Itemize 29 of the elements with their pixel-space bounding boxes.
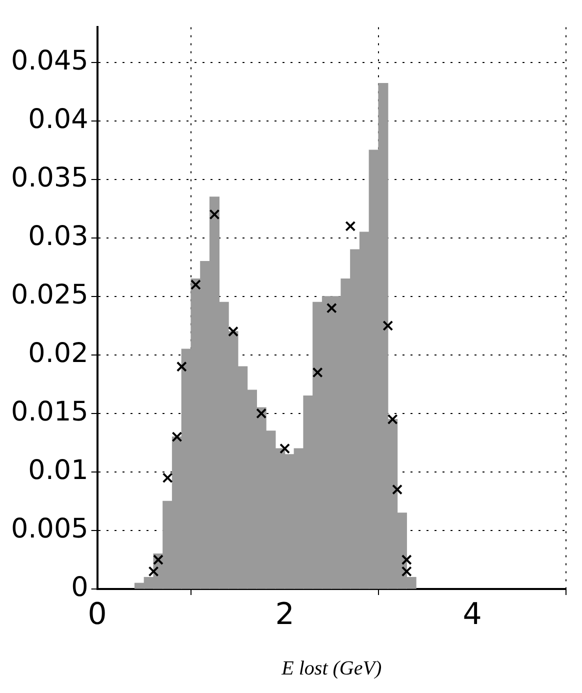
point	[209, 209, 220, 220]
point	[382, 320, 394, 331]
point	[256, 408, 267, 419]
y-tick-label: 0.03	[28, 220, 88, 252]
point	[190, 279, 201, 290]
point	[228, 326, 238, 337]
y-tick-label: 0.015	[11, 396, 88, 428]
y-tick-label: 0	[71, 572, 88, 604]
y-tick-label: 0.045	[11, 45, 88, 76]
point	[176, 361, 187, 372]
point	[312, 367, 323, 378]
point	[326, 302, 337, 314]
x-axis-title: E lost (GeV)	[280, 657, 382, 680]
x-tick-label: 2	[275, 596, 294, 632]
y-tick-label: 0.01	[28, 454, 88, 486]
y-tick-label: 0.035	[11, 162, 88, 194]
x-tick-label: 4	[462, 596, 482, 632]
point	[280, 443, 290, 454]
y-tick-label: 0.02	[28, 338, 88, 369]
point	[387, 414, 398, 425]
point	[345, 220, 356, 232]
point	[152, 554, 164, 565]
point	[148, 566, 159, 577]
point	[172, 432, 182, 442]
point	[392, 484, 403, 495]
y-tick-label: 0.005	[11, 513, 88, 544]
y-tick-label: 0.04	[28, 104, 88, 135]
point	[162, 472, 173, 484]
y-tick-label: 0.025	[11, 279, 88, 310]
